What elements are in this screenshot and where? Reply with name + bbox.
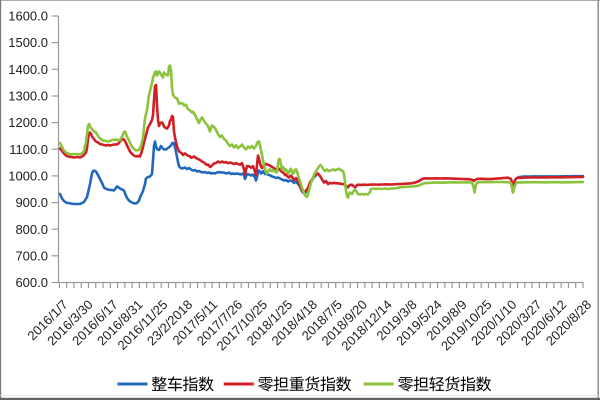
svg-text:1500.0: 1500.0 <box>8 35 48 50</box>
svg-text:900.0: 900.0 <box>15 195 48 210</box>
svg-text:700.0: 700.0 <box>15 248 48 263</box>
svg-text:1400.0: 1400.0 <box>8 62 48 77</box>
svg-text:1100.0: 1100.0 <box>9 142 48 157</box>
svg-text:1600.0: 1600.0 <box>8 9 48 24</box>
svg-text:800.0: 800.0 <box>15 222 48 237</box>
svg-text:1000.0: 1000.0 <box>8 169 48 184</box>
svg-text:600.0: 600.0 <box>15 275 48 290</box>
svg-text:1300.0: 1300.0 <box>8 89 48 104</box>
svg-text:1200.0: 1200.0 <box>8 115 48 130</box>
